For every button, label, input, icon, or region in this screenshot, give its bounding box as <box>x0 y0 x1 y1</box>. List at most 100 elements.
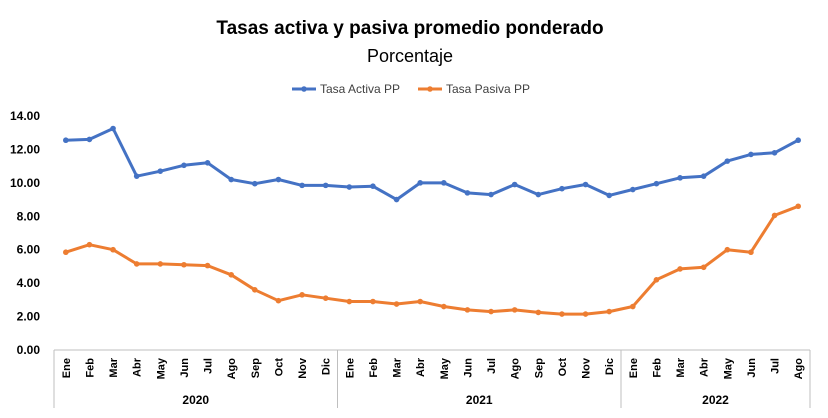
x-tick-label: Ene <box>61 358 73 378</box>
x-tick-label: Dic <box>321 358 333 375</box>
y-tick-label: 6.00 <box>17 243 41 257</box>
data-point-series-1 <box>630 186 636 193</box>
data-point-series-1 <box>488 191 494 198</box>
data-point-series-2 <box>771 212 778 219</box>
data-point-series-1 <box>677 175 683 181</box>
y-tick-label: 4.00 <box>17 276 41 290</box>
data-point-series-2 <box>464 307 471 313</box>
data-point-series-1 <box>299 182 305 189</box>
x-tick-label: Jul <box>203 358 215 374</box>
data-point-series-2 <box>63 249 69 256</box>
x-tick-label: Jun <box>179 358 191 378</box>
data-point-series-1 <box>133 173 140 179</box>
series-line-1 <box>65 127 799 202</box>
data-point-series-2 <box>559 311 565 317</box>
x-tick-label: Mar <box>392 357 404 377</box>
data-point-series-2 <box>393 301 400 307</box>
axes: 0.00 2.00 4.00 6.00 8.00 10.00 12.00 14.00 Ene Fe… <box>10 109 811 408</box>
y-tick-label: 12.00 <box>10 142 40 156</box>
y-tick-label: 10.00 <box>10 176 40 190</box>
year-label: 2022 <box>702 393 729 407</box>
data-point-series-1 <box>157 168 164 174</box>
data-point-series-2 <box>724 246 731 253</box>
data-point-series-1 <box>748 151 754 158</box>
data-point-series-2 <box>700 264 707 271</box>
data-point-series-2 <box>653 277 660 283</box>
legend-label-2: Tasa Pasiva PP <box>446 82 530 96</box>
data-point-series-2 <box>133 261 140 267</box>
year-label: 2021 <box>466 393 493 407</box>
y-tick-label: 2.00 <box>17 310 41 324</box>
x-tick-label: Sep <box>533 358 545 378</box>
x-tick-label: Feb <box>84 358 96 378</box>
data-point-series-2 <box>181 261 187 268</box>
data-point-series-1 <box>582 181 589 188</box>
legend-label-1: Tasa Activa PP <box>320 82 400 96</box>
data-point-series-2 <box>322 295 329 301</box>
x-tick-label: Jun <box>462 358 474 378</box>
data-point-series-2 <box>441 303 447 310</box>
data-point-series-1 <box>181 162 187 169</box>
x-tick-label: Mar <box>108 357 120 377</box>
y-tick-label: 0.00 <box>17 343 41 357</box>
data-point-series-1 <box>464 190 471 196</box>
data-point-series-1 <box>535 191 542 198</box>
legend-marker-1 <box>301 86 307 92</box>
data-point-series-2 <box>795 203 801 210</box>
data-point-series-1 <box>795 137 801 144</box>
data-point-series-2 <box>511 307 518 313</box>
data-point-series-1 <box>511 181 518 188</box>
data-point-series-2 <box>346 298 353 305</box>
legend: Tasa Activa PP Tasa Pasiva PP <box>292 82 530 96</box>
data-point-series-1 <box>275 176 282 183</box>
data-point-series-2 <box>488 308 494 315</box>
data-point-series-2 <box>157 261 164 267</box>
x-tick-label: Dic <box>604 358 616 375</box>
x-tick-label: Abr <box>132 357 144 377</box>
x-tick-label: May <box>155 357 167 379</box>
data-point-series-2 <box>606 308 612 315</box>
data-point-series-1 <box>228 176 234 183</box>
chart-title: Tasas activa y pasiva promedio ponderado <box>216 18 603 39</box>
data-point-series-1 <box>370 183 376 189</box>
data-point-series-2 <box>535 309 542 316</box>
x-tick-label: Oct <box>557 358 569 377</box>
data-point-series-1 <box>724 158 731 164</box>
x-tick-label: Abr <box>699 357 711 377</box>
data-point-series-1 <box>63 137 69 144</box>
data-point-series-1 <box>653 180 660 187</box>
data-point-series-1 <box>606 192 612 199</box>
x-tick-label: Sep <box>250 358 262 378</box>
x-tick-label: Ago <box>793 358 805 380</box>
x-tick-label: Feb <box>651 358 663 378</box>
data-point-series-2 <box>370 298 376 305</box>
data-point-series-1 <box>346 184 353 190</box>
data-point-series-1 <box>252 180 258 187</box>
data-point-series-2 <box>748 249 754 256</box>
data-point-series-2 <box>252 287 258 293</box>
data-point-series-2 <box>299 292 305 298</box>
data-point-series-1 <box>322 182 329 189</box>
y-tick-label: 14.00 <box>10 109 40 123</box>
chart-subtitle: Porcentaje <box>367 46 453 66</box>
x-tick-label: Mar <box>675 357 687 377</box>
data-point-series-2 <box>110 246 116 253</box>
data-point-series-2 <box>582 311 589 317</box>
data-point-series-1 <box>204 160 211 166</box>
x-tick-label: Ene <box>344 358 356 378</box>
data-point-series-2 <box>86 241 93 248</box>
data-point-series-2 <box>630 303 636 310</box>
data-point-series-2 <box>417 298 423 305</box>
legend-marker-2 <box>427 86 433 92</box>
x-tick-label: Abr <box>415 357 427 377</box>
x-tick-label: Nov <box>581 357 593 379</box>
x-tick-label: Nov <box>297 357 309 379</box>
x-tick-label: Ago <box>226 358 238 380</box>
x-tick-label: Feb <box>368 358 380 378</box>
series-line-2 <box>65 204 799 316</box>
data-point-series-2 <box>275 297 282 304</box>
year-label: 2020 <box>182 393 209 407</box>
data-point-series-1 <box>700 173 707 179</box>
plot-area <box>63 125 801 317</box>
